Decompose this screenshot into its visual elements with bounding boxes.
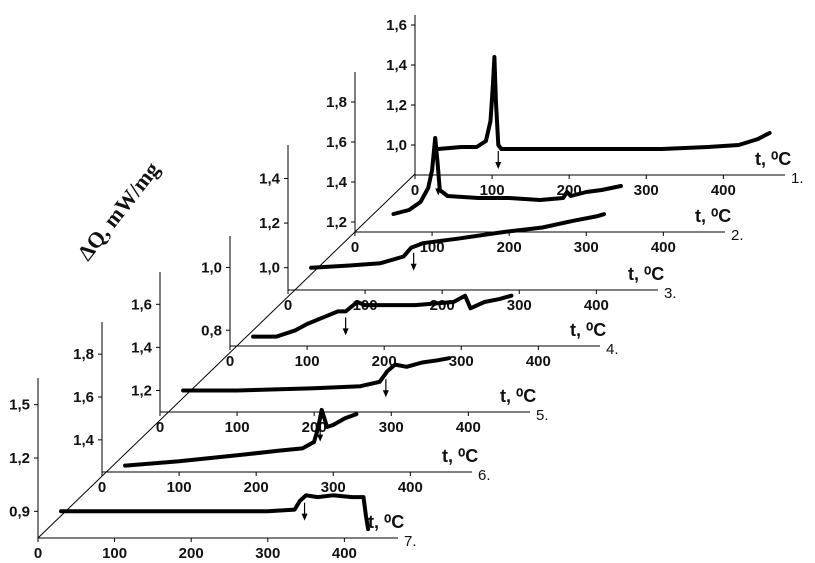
x-tick-label: 400 bbox=[711, 182, 736, 199]
panel-4: 0 100 200 300 400 0,8 1,0 t, ⁰C4. bbox=[201, 236, 619, 370]
x-axis-title: t, ⁰C bbox=[570, 320, 606, 340]
transition-arrow-head bbox=[410, 263, 417, 271]
x-tick-label: 100 bbox=[225, 419, 250, 436]
transition-arrow-head bbox=[435, 188, 442, 196]
y-tick-label: 1,4 bbox=[386, 57, 408, 74]
depth-axis-line bbox=[37, 173, 416, 539]
panel-7: 0 100 200 300 400 0,9 1,2 1,5 t, ⁰C7. bbox=[9, 378, 417, 562]
x-tick-label: 300 bbox=[507, 297, 532, 314]
x-tick-label: 300 bbox=[634, 182, 659, 199]
x-axis-title: t, ⁰C bbox=[628, 264, 664, 284]
x-tick-label: 0 bbox=[34, 545, 42, 562]
x-axis-title: t, ⁰C bbox=[695, 206, 731, 226]
x-tick-label: 200 bbox=[372, 353, 397, 370]
y-tick-label: 1,0 bbox=[386, 137, 407, 154]
series-line bbox=[391, 136, 623, 216]
curve-number: 7. bbox=[404, 533, 417, 550]
y-tick-label: 0,8 bbox=[201, 322, 222, 339]
y-tick-label: 1,2 bbox=[326, 214, 347, 231]
panel-6: 0 100 200 300 400 1,4 1,6 1,8 t, ⁰C6. bbox=[73, 322, 491, 496]
x-tick-label: 300 bbox=[321, 479, 346, 496]
y-tick-label: 1,4 bbox=[326, 174, 348, 191]
panel-5: 0 100 200 300 400 1,2 1,4 1,6 t, ⁰C5. bbox=[131, 272, 549, 436]
x-tick-label: 300 bbox=[255, 545, 280, 562]
y-tick-label: 0,9 bbox=[9, 503, 30, 520]
x-tick-label: 400 bbox=[456, 419, 481, 436]
transition-arrow-head bbox=[301, 513, 308, 521]
curve-number: 2. bbox=[731, 227, 744, 244]
y-tick-label: 1,6 bbox=[73, 389, 94, 406]
y-tick-label: 1,4 bbox=[131, 339, 153, 356]
x-tick-label: 400 bbox=[526, 353, 551, 370]
x-tick-label: 0 bbox=[156, 419, 164, 436]
x-tick-label: 200 bbox=[244, 479, 269, 496]
y-tick-label: 1,6 bbox=[386, 17, 407, 34]
x-tick-label: 100 bbox=[167, 479, 192, 496]
x-tick-label: 100 bbox=[102, 545, 127, 562]
series-line bbox=[59, 493, 371, 532]
x-tick-label: 300 bbox=[449, 353, 474, 370]
x-tick-label: 100 bbox=[295, 353, 320, 370]
transition-arrow-head bbox=[495, 162, 502, 169]
x-tick-label: 0 bbox=[284, 297, 292, 314]
x-tick-label: 200 bbox=[302, 419, 327, 436]
series-line bbox=[123, 407, 359, 468]
y-tick-label: 1,2 bbox=[131, 382, 152, 399]
x-tick-label: 0 bbox=[98, 479, 106, 496]
panel-2: 0 100 200 300 400 1,2 1,4 1,6 1,8 t, ⁰C2. bbox=[326, 72, 744, 256]
series-line bbox=[309, 212, 606, 270]
x-tick-label: 300 bbox=[379, 419, 404, 436]
y-tick-label: 1,2 bbox=[9, 450, 30, 467]
y-tick-label: 1,6 bbox=[131, 296, 152, 313]
series-line bbox=[436, 55, 772, 151]
series-line bbox=[181, 356, 452, 393]
x-axis-title: t, ⁰C bbox=[442, 446, 478, 466]
x-tick-label: 300 bbox=[574, 239, 599, 256]
x-tick-label: 400 bbox=[651, 239, 676, 256]
x-tick-label: 400 bbox=[332, 545, 357, 562]
x-tick-label: 400 bbox=[584, 297, 609, 314]
panel-3: 0 100 200 300 400 1,0 1,2 1,4 t, ⁰C3. bbox=[259, 145, 677, 314]
y-tick-label: 1,4 bbox=[73, 432, 95, 449]
x-tick-label: 100 bbox=[480, 182, 505, 199]
x-tick-label: 0 bbox=[351, 239, 359, 256]
x-tick-label: 0 bbox=[226, 353, 234, 370]
x-axis-title: t, ⁰C bbox=[500, 386, 536, 406]
curve-number: 1. bbox=[791, 170, 804, 187]
y-tick-label: 1,6 bbox=[326, 134, 347, 151]
y-axis-title: ΔQ, mW/mg bbox=[72, 157, 164, 265]
transition-arrow-head bbox=[342, 328, 349, 336]
x-axis-title: t, ⁰C bbox=[755, 149, 791, 169]
curve-number: 3. bbox=[664, 285, 677, 302]
transition-arrow-head bbox=[317, 434, 324, 442]
y-tick-label: 1,5 bbox=[9, 397, 30, 414]
curve-number: 5. bbox=[536, 407, 549, 424]
y-tick-label: 1,4 bbox=[259, 170, 281, 187]
y-tick-label: 1,0 bbox=[201, 259, 222, 276]
y-tick-label: 1,8 bbox=[326, 94, 347, 111]
series-line bbox=[251, 293, 514, 339]
x-tick-label: 0 bbox=[411, 182, 419, 199]
y-tick-label: 1,2 bbox=[259, 215, 280, 232]
transition-arrow-head bbox=[382, 390, 389, 398]
x-tick-label: 200 bbox=[497, 239, 522, 256]
x-tick-label: 400 bbox=[398, 479, 423, 496]
x-axis-title: t, ⁰C bbox=[368, 512, 404, 532]
curve-number: 4. bbox=[606, 341, 619, 358]
y-tick-label: 1,0 bbox=[259, 260, 280, 277]
x-tick-label: 200 bbox=[179, 545, 204, 562]
y-tick-label: 1,8 bbox=[73, 346, 94, 363]
curve-number: 6. bbox=[478, 467, 491, 484]
y-tick-label: 1,2 bbox=[386, 97, 407, 114]
